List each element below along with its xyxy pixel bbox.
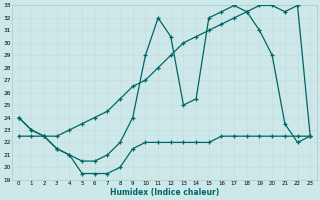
X-axis label: Humidex (Indice chaleur): Humidex (Indice chaleur) [110, 188, 219, 197]
